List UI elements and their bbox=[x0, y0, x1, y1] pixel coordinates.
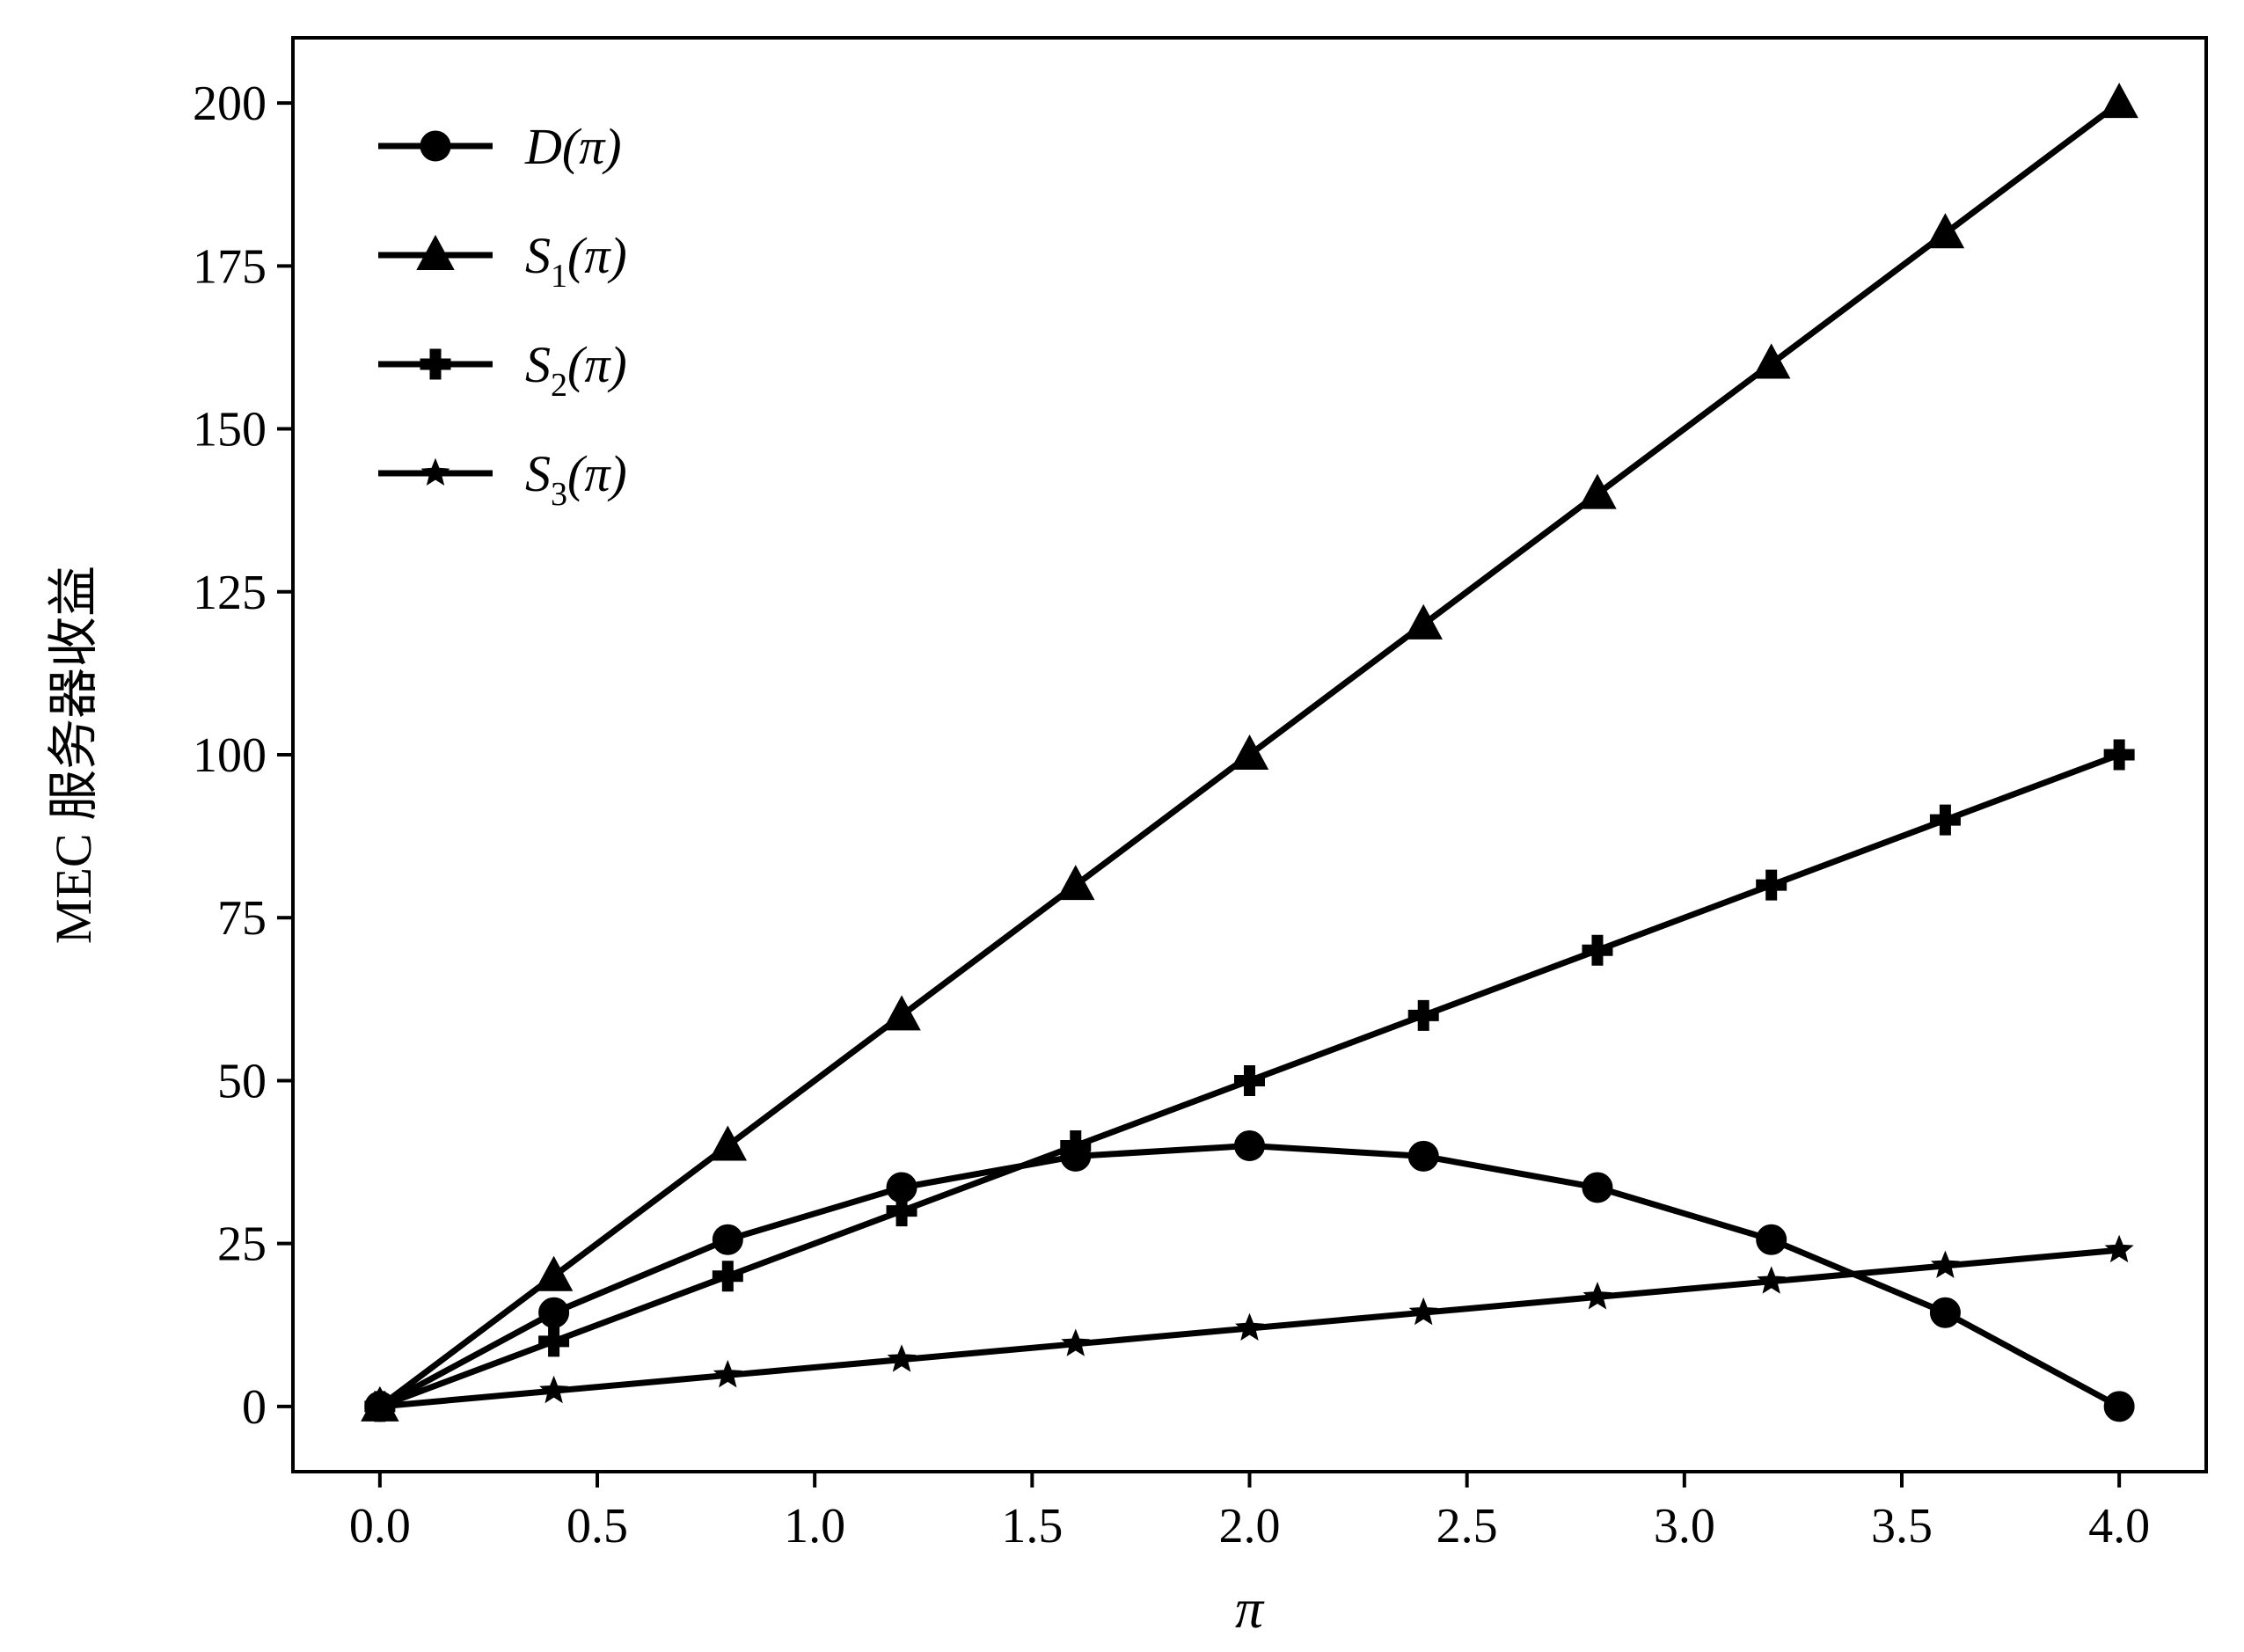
y-tick-label: 75 bbox=[217, 891, 267, 946]
legend-argument: (π) bbox=[567, 227, 627, 284]
legend-label: S2(π) bbox=[525, 336, 627, 404]
data-point-circle bbox=[1756, 1224, 1787, 1255]
y-tick-label: 175 bbox=[193, 239, 267, 294]
data-point-triangle bbox=[882, 995, 921, 1031]
x-tick-label: 0.0 bbox=[349, 1499, 411, 1553]
data-point-triangle bbox=[1404, 603, 1443, 640]
legend-item: S2(π) bbox=[378, 336, 627, 404]
data-point-plus bbox=[1407, 999, 1439, 1031]
x-tick-label: 2.5 bbox=[1436, 1499, 1498, 1553]
data-point-star bbox=[1235, 1312, 1264, 1341]
data-point-circle bbox=[1407, 1140, 1439, 1172]
x-tick-label: 2.0 bbox=[1219, 1499, 1281, 1553]
x-tick-label: 3.5 bbox=[1871, 1499, 1933, 1553]
y-tick-label: 150 bbox=[193, 403, 267, 457]
data-point-triangle bbox=[1751, 343, 1791, 379]
y-tick-label: 200 bbox=[193, 77, 267, 131]
legend-label: S3(π) bbox=[525, 445, 627, 513]
y-tick-label: 0 bbox=[242, 1380, 267, 1435]
data-point-plus bbox=[1929, 804, 1961, 836]
data-point-plus bbox=[712, 1261, 743, 1292]
y-tick-label: 25 bbox=[217, 1217, 267, 1272]
data-point-star bbox=[1061, 1328, 1091, 1356]
data-point-star bbox=[1757, 1266, 1787, 1294]
legend-argument: (π) bbox=[567, 445, 627, 502]
legend-symbol: S bbox=[525, 227, 551, 284]
data-point-star bbox=[2104, 1234, 2134, 1263]
series-layer bbox=[361, 83, 2138, 1422]
data-point-triangle bbox=[1926, 213, 1965, 249]
data-point-star bbox=[1408, 1297, 1438, 1326]
data-point-triangle bbox=[1578, 473, 1617, 509]
x-tick-label: 1.5 bbox=[1001, 1499, 1063, 1553]
legend-marker-triangle bbox=[416, 234, 455, 270]
y-tick-label: 125 bbox=[193, 566, 267, 620]
y-axis: 0 25 50 75 100 125 150 175 200 bbox=[193, 77, 293, 1435]
data-point-triangle bbox=[2100, 83, 2138, 119]
data-point-plus bbox=[1234, 1064, 1265, 1096]
data-point-plus bbox=[1060, 1130, 1092, 1162]
x-tick-label: 3.0 bbox=[1654, 1499, 1715, 1553]
legend-item: S1(π) bbox=[378, 227, 627, 295]
data-point-star bbox=[365, 1391, 395, 1420]
legend-symbol: S bbox=[525, 336, 551, 393]
data-point-plus bbox=[1582, 934, 1613, 966]
data-point-triangle bbox=[534, 1255, 574, 1291]
data-point-plus bbox=[538, 1326, 570, 1357]
legend: D(π)S1(π)S2(π)S3(π) bbox=[378, 118, 627, 513]
data-point-circle bbox=[538, 1297, 570, 1328]
legend-label: S1(π) bbox=[525, 227, 627, 295]
data-point-star bbox=[1930, 1250, 1960, 1278]
legend-symbol: D bbox=[524, 118, 562, 175]
legend-argument: (π) bbox=[567, 336, 627, 393]
x-tick-label: 1.0 bbox=[784, 1499, 845, 1553]
x-tick-label: 0.5 bbox=[566, 1499, 628, 1553]
legend-argument: (π) bbox=[562, 118, 622, 175]
legend-item: D(π) bbox=[378, 118, 622, 175]
legend-label: D(π) bbox=[524, 118, 622, 175]
legend-subscript: 2 bbox=[551, 367, 567, 404]
series-4 bbox=[365, 1234, 2134, 1420]
legend-subscript: 3 bbox=[551, 476, 567, 513]
data-point-star bbox=[713, 1359, 742, 1388]
y-tick-label: 100 bbox=[193, 728, 267, 783]
legend-symbol: S bbox=[525, 445, 551, 502]
x-tick-label: 4.0 bbox=[2088, 1499, 2150, 1553]
data-point-star bbox=[539, 1375, 569, 1404]
data-point-plus bbox=[1756, 869, 1787, 901]
data-point-triangle bbox=[1230, 734, 1269, 770]
data-point-circle bbox=[712, 1224, 743, 1255]
legend-marker-plus bbox=[420, 348, 451, 380]
data-point-star bbox=[887, 1344, 917, 1372]
data-point-circle bbox=[1234, 1130, 1265, 1162]
data-point-circle bbox=[2103, 1391, 2135, 1422]
data-point-circle bbox=[1582, 1172, 1613, 1203]
legend-marker-circle bbox=[420, 130, 451, 162]
legend-item: S3(π) bbox=[378, 445, 627, 513]
series-2 bbox=[361, 83, 2138, 1422]
x-axis: 0.0 0.5 1.0 1.5 2.0 2.5 3.0 3.5 4.0 bbox=[349, 1472, 2150, 1553]
legend-marker-star bbox=[420, 457, 450, 486]
x-axis-label: π bbox=[1235, 1577, 1265, 1640]
y-axis-label: MEC 服务器收益 bbox=[45, 566, 102, 944]
data-point-plus bbox=[2103, 739, 2135, 771]
data-point-triangle bbox=[1056, 865, 1095, 901]
data-point-plus bbox=[886, 1195, 917, 1227]
legend-subscript: 1 bbox=[551, 258, 567, 295]
data-point-triangle bbox=[708, 1125, 748, 1161]
data-point-star bbox=[1582, 1282, 1612, 1310]
y-tick-label: 50 bbox=[217, 1054, 267, 1108]
data-point-circle bbox=[1929, 1297, 1961, 1328]
